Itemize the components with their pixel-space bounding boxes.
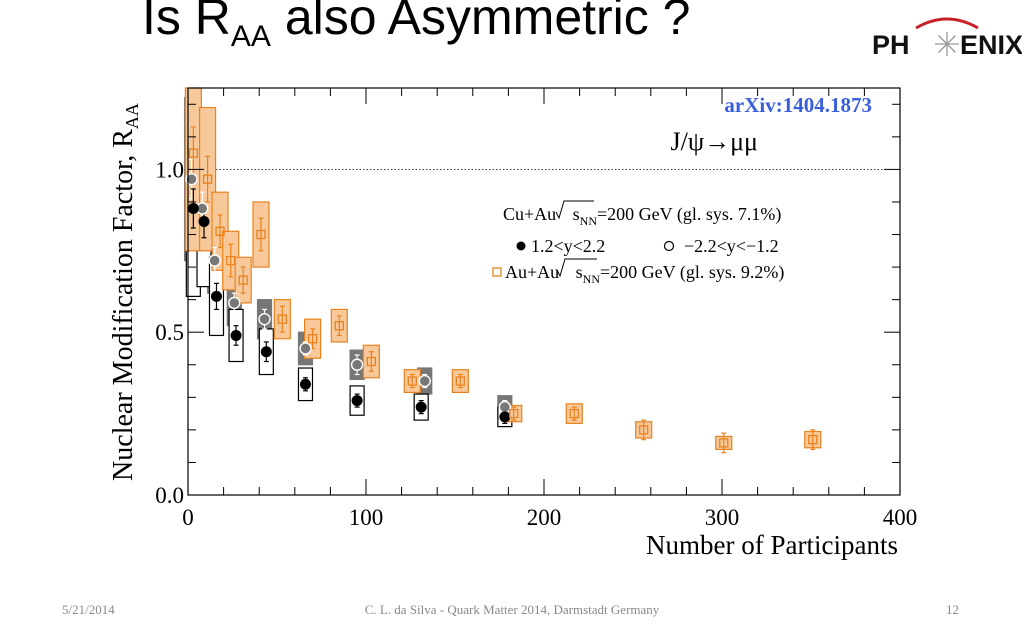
legend-forward-label: 1.2<y<2.2 (531, 236, 605, 256)
backward-point (498, 400, 512, 414)
y-tick-label: 0.5 (155, 320, 184, 345)
legend: Cu+Au sNN=200 GeV (gl. sys. 7.1%) 1.2<y<… (492, 200, 784, 286)
legend-backward-marker (663, 240, 675, 252)
title-prefix: Is R (142, 0, 231, 45)
x-tick-label: 400 (883, 505, 918, 530)
y-axis-label-main: Nuclear Modification Factor, R (110, 129, 139, 481)
title-subscript: AA (230, 20, 271, 53)
forward-point (198, 215, 210, 227)
logo-star-icon (935, 32, 959, 56)
logo-text-left: PH (872, 30, 910, 60)
x-tick-label: 200 (527, 505, 562, 530)
x-tick-label: 0 (182, 505, 194, 530)
legend-auau-sqrt-symbol (556, 258, 597, 278)
arxiv-annotation: arXiv:1404.1873 (724, 93, 872, 117)
footer-page-number: 12 (946, 602, 959, 617)
auau-point (407, 376, 417, 386)
footer-date: 5/21/2014 (62, 602, 115, 617)
auau-point (307, 334, 318, 344)
logo-swoosh (915, 17, 979, 30)
backward-point (258, 312, 271, 326)
auau-point (226, 255, 236, 266)
y-axis-label: Nuclear Modification Factor, RAA (110, 103, 142, 481)
forward-point (299, 378, 311, 390)
legend-cuau-sqrt-s: s (573, 204, 580, 224)
plot-frame (187, 87, 901, 496)
auau-point (256, 229, 266, 240)
backward-point (208, 254, 221, 267)
forward-point (499, 411, 511, 423)
auau-point (455, 376, 465, 386)
auau-point (509, 408, 519, 419)
forward-point (187, 202, 199, 214)
legend-auau-energy: =200 GeV (gl. sys. 9.2%) (600, 262, 784, 283)
auau-point (238, 275, 248, 285)
auau-point (569, 408, 579, 419)
auau-point (334, 321, 344, 331)
forward-point (415, 401, 427, 413)
y-tick-label: 1.0 (155, 157, 184, 182)
auau-point (366, 356, 376, 367)
x-axis-label: Number of Participants (646, 530, 898, 560)
channel-annotation: J/ψ→μμ (671, 127, 759, 156)
forward-point (210, 290, 222, 302)
auau-point (719, 438, 729, 448)
legend-auau-header: Au+Au sNN=200 GeV (gl. sys. 9.2%) (505, 262, 784, 286)
auau-point (277, 314, 287, 324)
footer-center: C. L. da Silva - Quark Matter 2014, Darm… (364, 602, 660, 617)
forward-point (351, 395, 363, 407)
forward-point (230, 329, 242, 341)
legend-cuau-sqrt-symbol (555, 200, 594, 220)
backward-point (185, 172, 198, 186)
legend-auau-marker (492, 267, 502, 277)
y-tick-label: 0.0 (155, 483, 184, 508)
legend-cuau-label: Cu+Au (503, 204, 556, 224)
x-tick-label: 100 (349, 505, 384, 530)
legend-auau-nn: NN (583, 272, 601, 286)
legend-cuau-header: Cu+Au sNN=200 GeV (gl. sys. 7.1%) (503, 204, 781, 228)
auau-point (188, 148, 198, 158)
backward-point (418, 374, 431, 388)
backward-point (228, 296, 241, 310)
x-tick-label: 300 (705, 505, 740, 530)
legend-auau-label: Au+Au (505, 262, 559, 282)
logo-text-right: ENIX (960, 30, 1022, 60)
chart: 0 100 200 300 400 0.0 0.5 1.0 Nuclear Modificat… (110, 87, 918, 560)
auau-point (202, 174, 213, 184)
backward-point (350, 358, 364, 371)
auau-point (808, 434, 818, 445)
title-suffix: also Asymmetric ? (270, 0, 691, 45)
auau-point (215, 226, 225, 236)
auau-point (639, 425, 649, 435)
phenix-logo: PH ENIX (872, 17, 1022, 60)
y-axis-label-sub: AA (122, 103, 142, 129)
legend-cuau-nn: NN (580, 214, 598, 228)
backward-point (299, 342, 312, 355)
legend-forward-marker (516, 241, 526, 251)
legend-backward-label: −2.2<y<−1.2 (684, 236, 779, 256)
legend-auau-sqrt-s: s (576, 262, 583, 282)
legend-cuau-energy: =200 GeV (gl. sys. 7.1%) (597, 204, 781, 225)
forward-point (260, 346, 272, 358)
slide-title: Is RAA also Asymmetric ? (142, 0, 691, 54)
